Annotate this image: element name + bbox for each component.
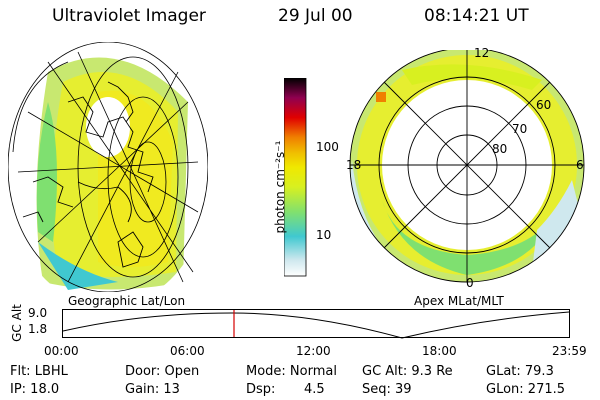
colorbar-tick-10: 10 bbox=[316, 228, 332, 242]
timeline-xtick-1800: 18:00 bbox=[422, 344, 457, 358]
colorbar-unit-label: photon cm⁻²s⁻¹ bbox=[273, 140, 287, 234]
altitude-curve bbox=[62, 311, 570, 339]
colorbar-tick-100: 100 bbox=[316, 140, 339, 154]
info-gain: Gain: 13 bbox=[125, 382, 180, 397]
info-door: Door: Open bbox=[125, 364, 200, 379]
info-dsp-label: Dsp: bbox=[246, 382, 276, 397]
mlt-label-6: 6 bbox=[576, 158, 584, 172]
polar-grid bbox=[349, 50, 585, 283]
timeline-ytick-top: 9.0 bbox=[28, 306, 48, 320]
timeline-xtick-0600: 06:00 bbox=[170, 344, 205, 358]
altitude-timeline bbox=[62, 309, 570, 339]
timeline-ylabel: GC Alt bbox=[10, 304, 24, 342]
info-glon: GLon: 271.5 bbox=[486, 382, 566, 397]
timeline-xtick-1200: 12:00 bbox=[296, 344, 331, 358]
info-filter: Flt: LBHL bbox=[10, 364, 68, 379]
timeline-frame bbox=[62, 309, 570, 338]
polar-mlat-mlt-plot bbox=[349, 50, 585, 283]
timeline-xtick-0000: 00:00 bbox=[44, 344, 79, 358]
mlt-label-12: 12 bbox=[474, 46, 490, 60]
info-seq: Seq: 39 bbox=[362, 382, 412, 397]
header-time: 08:14:21 UT bbox=[424, 6, 529, 26]
geographic-image bbox=[36, 57, 188, 290]
info-mode: Mode: Normal bbox=[246, 364, 337, 379]
timeline-ytick-bottom: 1.8 bbox=[28, 322, 48, 336]
polar-image bbox=[350, 50, 584, 282]
coastlines bbox=[22, 81, 154, 268]
geographic-grid bbox=[8, 42, 208, 292]
app-title: Ultraviolet Imager bbox=[52, 6, 206, 26]
timeline-xtick-2359: 23:59 bbox=[552, 344, 587, 358]
color-scale-bar bbox=[284, 78, 307, 277]
info-glat: GLat: 79.3 bbox=[486, 364, 554, 379]
info-dsp-value: 4.5 bbox=[304, 382, 325, 397]
geographic-caption: Geographic Lat/Lon bbox=[68, 294, 186, 308]
info-gc-alt: GC Alt: 9.3 Re bbox=[362, 364, 453, 379]
geographic-map bbox=[8, 42, 208, 292]
mlat-label-80: 80 bbox=[492, 142, 508, 156]
mlt-label-18: 18 bbox=[346, 158, 362, 172]
apex-caption: Apex MLat/MLT bbox=[414, 294, 504, 308]
header-date: 29 Jul 00 bbox=[278, 6, 353, 26]
mlat-label-70: 70 bbox=[512, 122, 528, 136]
info-ip: IP: 18.0 bbox=[10, 382, 60, 397]
mlt-label-0: 0 bbox=[466, 276, 474, 290]
mlat-label-60: 60 bbox=[536, 98, 552, 112]
